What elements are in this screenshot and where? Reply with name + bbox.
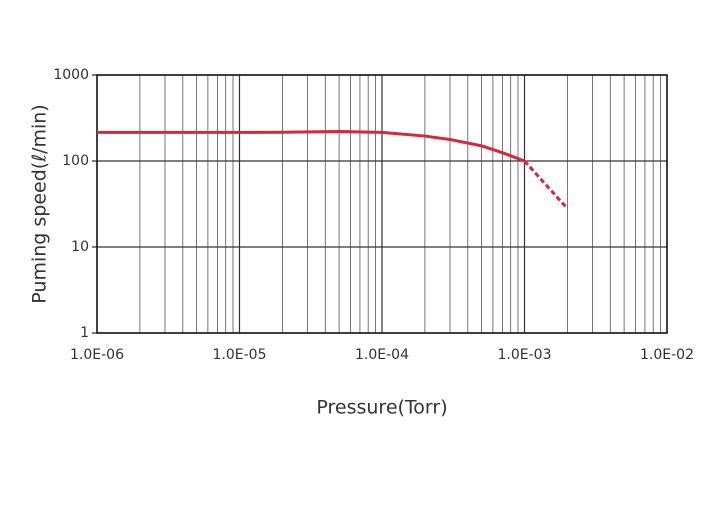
y-tick-label: 10 [71, 239, 89, 255]
y-axis-label: Puming speed(ℓ/min) [29, 104, 51, 303]
y-tick-label: 1 [80, 325, 89, 341]
x-axis-label: Pressure(Torr) [316, 397, 447, 419]
data-line [523, 159, 569, 210]
data-line [97, 130, 526, 163]
y-tick-label: 1000 [53, 67, 89, 83]
x-tick-label: 1.0E-02 [640, 347, 694, 363]
x-tick-label: 1.0E-06 [70, 347, 124, 363]
plot-border [96, 74, 668, 334]
x-tick-label: 1.0E-05 [213, 347, 267, 363]
x-tick-label: 1.0E-04 [355, 347, 409, 363]
y-tick-label: 100 [62, 153, 89, 169]
x-tick-label: 1.0E-03 [498, 347, 552, 363]
